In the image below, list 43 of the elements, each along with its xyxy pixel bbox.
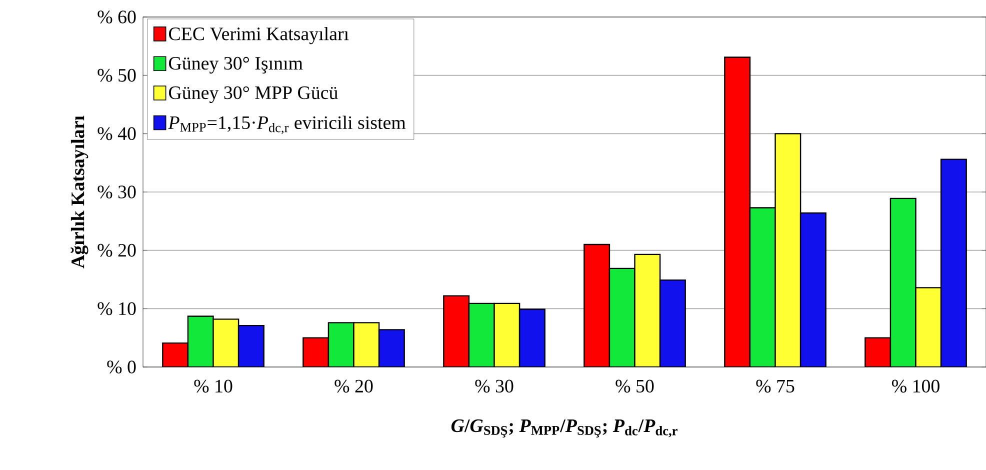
x-tick-label: % 20 — [334, 380, 373, 393]
legend-label: Güney 30° MPP Gücü — [168, 86, 338, 103]
bar — [890, 198, 916, 367]
x-tick-label: % 10 — [194, 380, 232, 393]
text: G/G$_{SDŞ}$; P$_{MPP}$/P$_{SDŞ}$; P$_{dc}$/P$_{dc,r}$ — [451, 419, 678, 438]
legend-label: P$_{MPP}$=1,15·P$_{dc,r}$ eviricili sistem — [168, 116, 406, 134]
bar — [940, 158, 967, 367]
bar — [188, 316, 214, 367]
bar — [584, 244, 610, 367]
bar — [468, 303, 494, 367]
y-tick-label: % 30 — [98, 186, 136, 198]
y-tick-label: % 40 — [98, 127, 136, 140]
y-tick-label: % 10 — [98, 302, 136, 316]
x-tick-label: % 100 — [892, 380, 940, 393]
y-tick-label: % 50 — [98, 68, 136, 82]
bar — [660, 280, 686, 367]
bar — [379, 330, 404, 367]
y-tick-label: % 20 — [98, 244, 136, 257]
bar — [750, 208, 776, 367]
bar — [303, 338, 328, 367]
bar — [213, 319, 239, 367]
legend-label: CEC Verimi Katsayıları — [168, 26, 349, 44]
x-tick-label: % 30 — [475, 380, 514, 393]
bar — [328, 322, 354, 367]
bar — [915, 287, 942, 367]
bar — [864, 337, 892, 367]
y-axis-title: Ağırlık Katsayıları — [70, 116, 88, 268]
bar — [238, 326, 264, 367]
bar — [520, 309, 545, 367]
bar — [775, 134, 801, 367]
bar — [800, 213, 826, 367]
y-tick-label: % 60 — [98, 10, 136, 24]
legend-label: Güney 30° Işınım — [168, 56, 303, 74]
bar — [634, 254, 660, 367]
bar — [162, 343, 188, 367]
y-tick-label: % 0 — [107, 360, 136, 374]
bar — [354, 322, 380, 367]
bar — [724, 57, 750, 367]
bar — [444, 296, 469, 367]
x-tick-label: % 50 — [616, 380, 654, 393]
bar — [494, 303, 520, 367]
x-tick-label: % 75 — [756, 380, 794, 393]
bar — [609, 268, 635, 367]
